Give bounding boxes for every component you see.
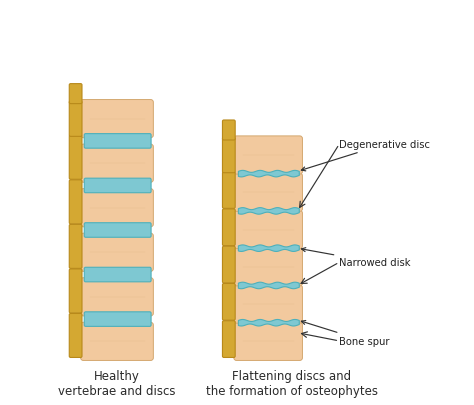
- Polygon shape: [238, 320, 299, 326]
- Text: Degenerative disc: Degenerative disc: [301, 140, 430, 171]
- Polygon shape: [238, 245, 299, 252]
- Ellipse shape: [78, 191, 96, 205]
- Text: Healthy
vertebrae and discs: Healthy vertebrae and discs: [58, 369, 176, 397]
- FancyBboxPatch shape: [84, 268, 151, 282]
- Text: Narrowed disk: Narrowed disk: [301, 248, 411, 268]
- FancyBboxPatch shape: [69, 136, 82, 180]
- FancyBboxPatch shape: [81, 100, 154, 139]
- FancyBboxPatch shape: [234, 285, 302, 323]
- FancyBboxPatch shape: [69, 225, 82, 269]
- Ellipse shape: [78, 280, 96, 294]
- Ellipse shape: [231, 308, 249, 322]
- Ellipse shape: [231, 213, 249, 226]
- Ellipse shape: [231, 324, 249, 338]
- FancyBboxPatch shape: [69, 269, 82, 313]
- Ellipse shape: [78, 324, 96, 338]
- FancyBboxPatch shape: [222, 284, 235, 320]
- FancyBboxPatch shape: [81, 322, 154, 360]
- Polygon shape: [238, 282, 299, 289]
- FancyBboxPatch shape: [84, 179, 151, 193]
- FancyBboxPatch shape: [222, 121, 235, 141]
- FancyBboxPatch shape: [222, 247, 235, 283]
- FancyBboxPatch shape: [84, 223, 151, 238]
- Ellipse shape: [231, 139, 249, 152]
- FancyBboxPatch shape: [234, 322, 302, 360]
- FancyBboxPatch shape: [84, 134, 151, 149]
- FancyBboxPatch shape: [234, 174, 302, 212]
- Ellipse shape: [231, 345, 249, 359]
- FancyBboxPatch shape: [234, 136, 302, 175]
- Text: Flattening discs and
the formation of osteophytes: Flattening discs and the formation of os…: [206, 369, 378, 397]
- Ellipse shape: [78, 235, 96, 249]
- Ellipse shape: [78, 212, 96, 226]
- Polygon shape: [238, 208, 299, 215]
- FancyBboxPatch shape: [234, 211, 302, 249]
- Polygon shape: [238, 171, 299, 177]
- FancyBboxPatch shape: [222, 321, 235, 358]
- Ellipse shape: [78, 147, 96, 160]
- FancyBboxPatch shape: [81, 189, 154, 227]
- Ellipse shape: [78, 345, 96, 359]
- Text: Bone spur: Bone spur: [301, 321, 390, 346]
- Ellipse shape: [231, 196, 249, 210]
- FancyBboxPatch shape: [69, 84, 82, 104]
- FancyBboxPatch shape: [81, 278, 154, 316]
- Ellipse shape: [231, 175, 249, 189]
- Ellipse shape: [231, 234, 249, 247]
- FancyBboxPatch shape: [81, 145, 154, 183]
- Ellipse shape: [78, 123, 96, 136]
- Ellipse shape: [78, 102, 96, 116]
- Ellipse shape: [231, 250, 249, 264]
- Ellipse shape: [78, 167, 96, 181]
- FancyBboxPatch shape: [69, 314, 82, 358]
- FancyBboxPatch shape: [222, 172, 235, 209]
- FancyBboxPatch shape: [69, 180, 82, 224]
- Ellipse shape: [231, 159, 249, 173]
- Ellipse shape: [78, 256, 96, 270]
- FancyBboxPatch shape: [222, 209, 235, 246]
- FancyBboxPatch shape: [84, 312, 151, 326]
- Ellipse shape: [78, 301, 96, 314]
- FancyBboxPatch shape: [222, 138, 235, 173]
- Ellipse shape: [231, 271, 249, 284]
- FancyBboxPatch shape: [69, 102, 82, 137]
- Ellipse shape: [231, 287, 249, 301]
- FancyBboxPatch shape: [234, 248, 302, 286]
- FancyBboxPatch shape: [81, 234, 154, 272]
